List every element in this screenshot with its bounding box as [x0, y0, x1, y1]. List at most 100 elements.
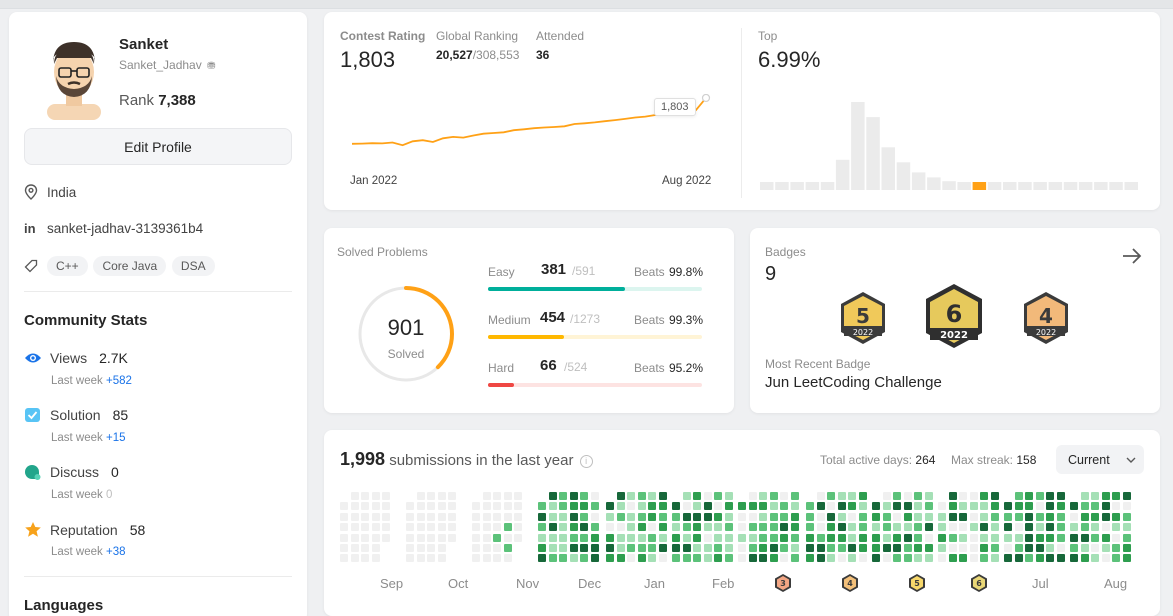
- heatmap-cell[interactable]: [682, 492, 691, 500]
- heatmap-cell[interactable]: [616, 502, 625, 511]
- heatmap-cell[interactable]: [427, 554, 436, 563]
- heatmap-cell[interactable]: [580, 544, 589, 552]
- month-badge-icon[interactable]: 4: [841, 573, 859, 593]
- heatmap-cell[interactable]: [969, 523, 978, 532]
- heatmap-cell[interactable]: [903, 492, 912, 500]
- heatmap-cell[interactable]: [382, 533, 391, 542]
- heatmap-cell[interactable]: [672, 502, 680, 511]
- heatmap-cell[interactable]: [1025, 554, 1034, 563]
- heatmap-cell[interactable]: [769, 533, 778, 542]
- heatmap-cell[interactable]: [482, 512, 491, 521]
- heatmap-cell[interactable]: [672, 533, 680, 542]
- heatmap-cell[interactable]: [371, 554, 380, 563]
- heatmap-cell[interactable]: [1025, 523, 1034, 532]
- heatmap-cell[interactable]: [959, 492, 968, 500]
- heatmap-cell[interactable]: [925, 523, 933, 532]
- heatmap-cell[interactable]: [1091, 544, 1100, 552]
- heatmap-cell[interactable]: [1057, 502, 1065, 511]
- heatmap-cell[interactable]: [514, 512, 523, 521]
- heatmap-cell[interactable]: [503, 512, 512, 521]
- heatmap-cell[interactable]: [848, 512, 857, 521]
- heatmap-cell[interactable]: [559, 554, 568, 563]
- heatmap-cell[interactable]: [682, 502, 691, 511]
- heatmap-cell[interactable]: [437, 554, 446, 563]
- heatmap-cell[interactable]: [648, 523, 657, 532]
- heatmap-cell[interactable]: [1123, 492, 1131, 500]
- heatmap-cell[interactable]: [427, 533, 436, 542]
- heatmap-cell[interactable]: [493, 533, 502, 542]
- heatmap-cell[interactable]: [627, 502, 636, 511]
- heatmap-cell[interactable]: [1025, 533, 1034, 542]
- heatmap-cell[interactable]: [437, 544, 446, 552]
- heatmap-cell[interactable]: [1057, 512, 1065, 521]
- heatmap-cell[interactable]: [893, 502, 902, 511]
- heatmap-cell[interactable]: [959, 533, 968, 542]
- heatmap-cell[interactable]: [725, 554, 733, 563]
- heatmap-cell[interactable]: [806, 523, 814, 532]
- heatmap-cell[interactable]: [769, 523, 778, 532]
- heatmap-cell[interactable]: [872, 544, 880, 552]
- heatmap-cell[interactable]: [816, 492, 825, 500]
- heatmap-cell[interactable]: [848, 533, 857, 542]
- skill-tag[interactable]: Core Java: [93, 256, 167, 276]
- heatmap-cell[interactable]: [903, 512, 912, 521]
- heatmap-cell[interactable]: [748, 554, 757, 563]
- skill-tag[interactable]: DSA: [171, 256, 215, 276]
- heatmap-cell[interactable]: [1080, 502, 1089, 511]
- heatmap-cell[interactable]: [703, 492, 712, 500]
- heatmap-cell[interactable]: [991, 502, 999, 511]
- heatmap-cell[interactable]: [371, 492, 380, 500]
- heatmap-cell[interactable]: [837, 502, 846, 511]
- heatmap-cell[interactable]: [969, 492, 978, 500]
- heatmap-cell[interactable]: [406, 502, 414, 511]
- heatmap-cell[interactable]: [548, 512, 557, 521]
- heatmap-cell[interactable]: [559, 512, 568, 521]
- heatmap-cell[interactable]: [591, 544, 599, 552]
- arrow-right-icon[interactable]: [1121, 246, 1143, 266]
- heatmap-cell[interactable]: [616, 554, 625, 563]
- heatmap-cell[interactable]: [1112, 512, 1121, 521]
- heatmap-cell[interactable]: [672, 512, 680, 521]
- heatmap-cell[interactable]: [606, 523, 614, 532]
- heatmap-cell[interactable]: [903, 554, 912, 563]
- heatmap-cell[interactable]: [682, 533, 691, 542]
- rating-distribution-chart[interactable]: [760, 96, 1140, 192]
- heatmap-cell[interactable]: [837, 523, 846, 532]
- heatmap-cell[interactable]: [791, 512, 799, 521]
- heatmap-cell[interactable]: [827, 554, 836, 563]
- heatmap-cell[interactable]: [382, 512, 391, 521]
- heatmap-cell[interactable]: [837, 492, 846, 500]
- heatmap-cell[interactable]: [482, 523, 491, 532]
- heatmap-cell[interactable]: [980, 492, 989, 500]
- heatmap-cell[interactable]: [991, 544, 999, 552]
- heatmap-cell[interactable]: [1080, 544, 1089, 552]
- heatmap-cell[interactable]: [350, 544, 359, 552]
- heatmap-cell[interactable]: [682, 512, 691, 521]
- heatmap-cell[interactable]: [748, 544, 757, 552]
- heatmap-cell[interactable]: [914, 533, 923, 542]
- heatmap-cell[interactable]: [725, 523, 733, 532]
- linkedin-link[interactable]: sanket-jadhav-3139361b4: [47, 221, 204, 236]
- heatmap-cell[interactable]: [406, 523, 414, 532]
- heatmap-cell[interactable]: [427, 523, 436, 532]
- heatmap-cell[interactable]: [648, 502, 657, 511]
- heatmap-cell[interactable]: [416, 554, 425, 563]
- heatmap-cell[interactable]: [714, 554, 723, 563]
- heatmap-cell[interactable]: [616, 533, 625, 542]
- heatmap-cell[interactable]: [371, 544, 380, 552]
- heatmap-cell[interactable]: [882, 492, 891, 500]
- heatmap-cell[interactable]: [791, 492, 799, 500]
- heatmap-cell[interactable]: [569, 502, 578, 511]
- heatmap-cell[interactable]: [759, 554, 768, 563]
- heatmap-cell[interactable]: [837, 533, 846, 542]
- heatmap-cell[interactable]: [780, 523, 789, 532]
- heatmap-cell[interactable]: [714, 544, 723, 552]
- heatmap-cell[interactable]: [714, 492, 723, 500]
- heatmap-cell[interactable]: [1112, 492, 1121, 500]
- heatmap-cell[interactable]: [659, 554, 667, 563]
- heatmap-cell[interactable]: [1123, 512, 1131, 521]
- heatmap-cell[interactable]: [759, 523, 768, 532]
- heatmap-cell[interactable]: [959, 523, 968, 532]
- heatmap-cell[interactable]: [427, 544, 436, 552]
- heatmap-cell[interactable]: [969, 533, 978, 542]
